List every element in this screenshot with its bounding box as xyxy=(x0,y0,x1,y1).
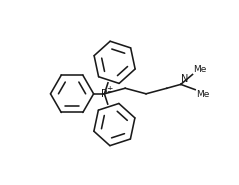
Text: Me: Me xyxy=(193,65,207,74)
Text: Me: Me xyxy=(196,90,209,99)
Text: P: P xyxy=(101,89,108,99)
Text: N: N xyxy=(181,74,189,84)
Text: ±: ± xyxy=(107,85,113,95)
